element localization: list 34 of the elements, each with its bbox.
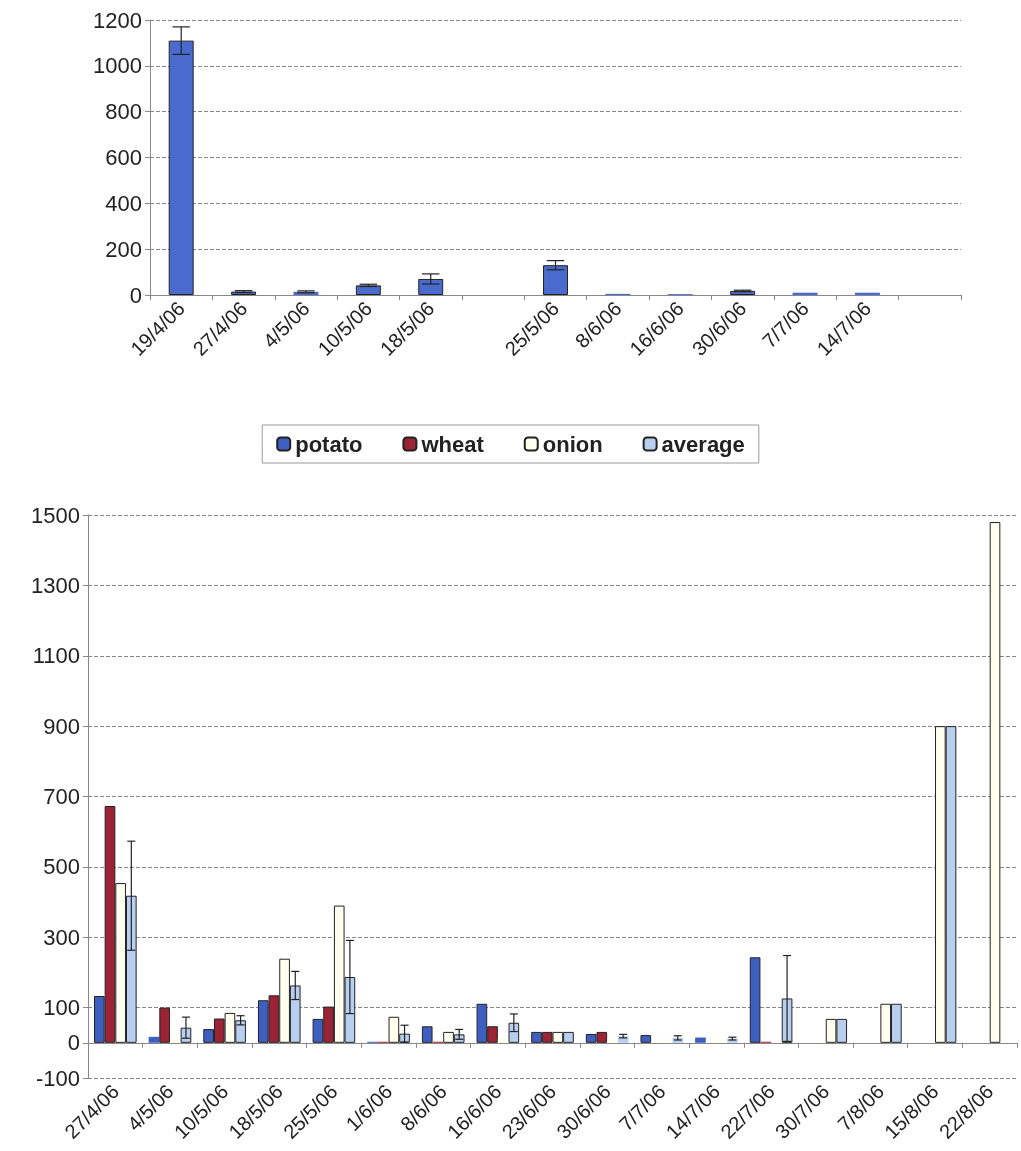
bar [543,265,568,295]
y-tick-label: 0 [67,1030,80,1056]
legend-label: potato [295,431,363,457]
y-tick-label: 0 [129,282,142,308]
bar [355,285,381,295]
legend-label: average [661,431,745,457]
y-tick-label: 1000 [93,53,142,79]
bar [989,522,1001,1043]
y-tick-label: 1200 [93,7,142,33]
legend-label: onion [542,431,603,457]
y-tick-label: 200 [105,236,142,262]
bar [716,1039,728,1043]
y-tick-label: -100 [35,1065,80,1091]
y-tick-label: 700 [43,784,80,809]
y-tick-label: 800 [105,99,142,125]
bar [159,1007,170,1043]
y-tick-label: 100 [43,995,80,1021]
y-tick-label: 500 [43,854,80,880]
y-tick-label: 400 [105,190,142,216]
bar [418,278,444,295]
bar [640,1035,652,1043]
bar [695,1037,706,1043]
y-tick-label: 300 [43,924,80,950]
legend-label: wheat [420,431,485,457]
bar [607,1039,618,1043]
y-tick-label: 1100 [32,643,80,669]
bar [749,957,761,1043]
bar [421,1026,433,1043]
y-tick-label: 1300 [31,572,80,598]
bar [148,1036,160,1043]
y-tick-label: 900 [43,713,80,739]
y-tick-label: 600 [105,145,142,170]
y-tick-label: 1500 [31,502,80,528]
bar [661,1039,673,1043]
